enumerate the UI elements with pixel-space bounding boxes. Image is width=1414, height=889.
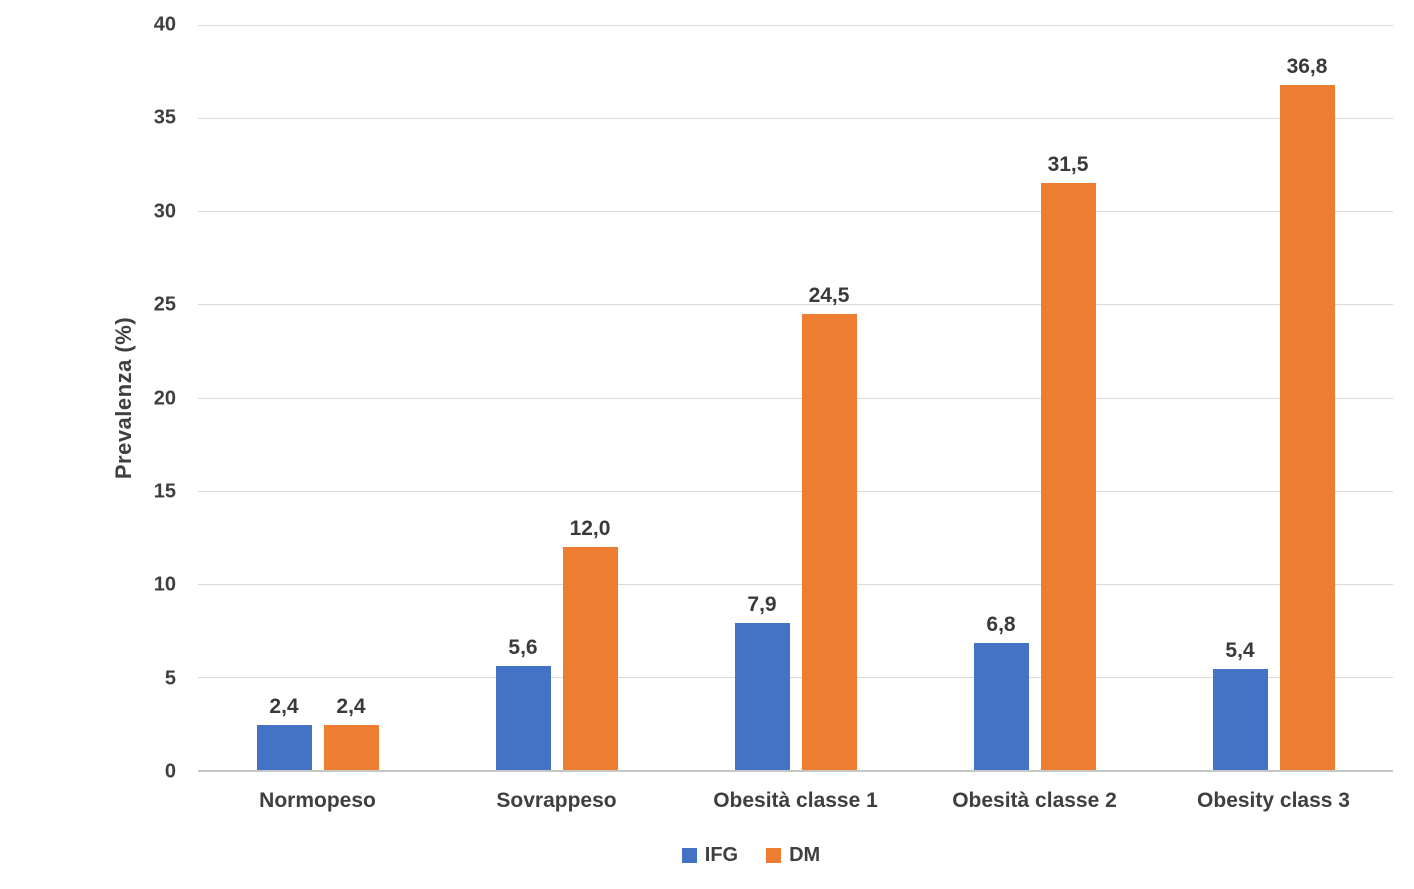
group-obesita-classe-2: 6,8 31,5 <box>915 25 1154 770</box>
group-normopeso: 2,4 2,4 <box>198 25 437 770</box>
bar-ifg-obesita-classe-1: 7,9 <box>734 593 790 770</box>
bar-ifg-normopeso: 2,4 <box>256 695 312 770</box>
legend-item-ifg: IFG <box>681 844 739 867</box>
bar-ifg-obesita-classe-2: 6,8 <box>973 613 1029 770</box>
y-tick-25: 25 <box>153 293 176 316</box>
bar-dm-obesita-classe-2: 31,5 <box>1040 153 1096 770</box>
bar-value-label: 5,6 <box>508 635 538 659</box>
gridline-25 <box>198 304 1393 306</box>
gridline-20 <box>198 397 1393 399</box>
x-label-normopeso: Normopeso <box>259 789 376 812</box>
bar-value-label: 7,9 <box>747 592 777 616</box>
gridline-15 <box>198 490 1393 492</box>
y-axis-tick-labels: 40 35 30 25 20 15 10 5 0 <box>0 14 176 783</box>
gridline-30 <box>198 211 1393 213</box>
bar-ifg-obesity-class-3: 5,4 <box>1212 639 1268 770</box>
group-obesity-class-3: 5,4 36,8 <box>1154 25 1393 770</box>
bar-dm-obesity-class-3: 36,8 <box>1279 55 1335 770</box>
bar-value-label: 5,4 <box>1225 639 1255 663</box>
bar-value-label: 6,8 <box>986 613 1016 637</box>
y-tick-10: 10 <box>153 573 176 596</box>
legend-label-ifg: IFG <box>704 844 739 866</box>
bar-dm-sovrappeso: 12,0 <box>562 517 618 770</box>
y-tick-20: 20 <box>153 387 176 409</box>
x-axis-category-labels: Normopeso Sovrappeso Obesità classe 1 Ob… <box>198 789 1393 813</box>
x-label-obesita-classe-1: Obesità classe 1 <box>713 789 878 812</box>
y-tick-5: 5 <box>164 667 176 690</box>
bar-value-label: 31,5 <box>1047 153 1089 177</box>
bar-value-label: 36,8 <box>1286 54 1328 78</box>
legend-swatch-ifg <box>681 848 697 863</box>
group-sovrappeso: 5,6 12,0 <box>437 25 676 770</box>
x-label-obesity-class-3: Obesity class 3 <box>1197 789 1350 812</box>
bar-value-label: 2,4 <box>269 695 299 719</box>
bar-dm-obesita-classe-1: 24,5 <box>801 284 857 770</box>
y-tick-30: 30 <box>153 200 176 223</box>
bar-groups: 2,4 2,4 5,6 12,0 7,9 24,5 <box>198 25 1393 770</box>
gridline-40 <box>198 25 1393 26</box>
plot-area: 2,4 2,4 5,6 12,0 7,9 24,5 <box>198 25 1393 772</box>
legend-swatch-dm <box>766 848 782 863</box>
bar-value-label: 24,5 <box>808 283 850 307</box>
x-label-obesita-classe-2: Obesità classe 2 <box>952 789 1117 812</box>
group-obesita-classe-1: 7,9 24,5 <box>676 25 915 770</box>
gridline-10 <box>198 583 1393 585</box>
gridline-5 <box>198 676 1393 678</box>
y-tick-15: 15 <box>153 480 176 503</box>
y-tick-40: 40 <box>153 13 176 36</box>
legend: IFG DM <box>0 844 1414 867</box>
bar-ifg-sovrappeso: 5,6 <box>495 636 551 770</box>
gridline-35 <box>198 118 1393 120</box>
x-label-sovrappeso: Sovrappeso <box>496 789 617 812</box>
legend-item-dm: DM <box>766 844 820 867</box>
y-tick-35: 35 <box>153 106 176 129</box>
legend-label-dm: DM <box>789 844 821 866</box>
bar-dm-normopeso: 2,4 <box>323 695 379 770</box>
y-tick-0: 0 <box>164 760 176 783</box>
bar-value-label: 2,4 <box>336 695 366 719</box>
bar-value-label: 12,0 <box>569 516 611 540</box>
